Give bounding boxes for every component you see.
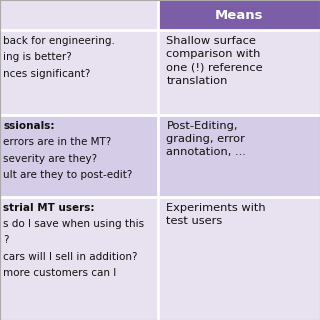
- Bar: [0, 0, 158, 30]
- Text: errors are in the MT?: errors are in the MT?: [3, 137, 111, 147]
- Text: back for engineering.: back for engineering.: [3, 36, 115, 46]
- Text: s do I save when using this: s do I save when using this: [3, 219, 144, 229]
- Bar: [0, 197, 158, 320]
- Text: ing is better?: ing is better?: [3, 52, 72, 62]
- Bar: [158, 115, 320, 197]
- Text: Post-Editing,
grading, error
annotation, ...: Post-Editing, grading, error annotation,…: [166, 121, 246, 157]
- Bar: [0, 115, 158, 197]
- Text: Shallow surface
comparison with
one (!) reference
translation: Shallow surface comparison with one (!) …: [166, 36, 263, 86]
- Bar: [158, 30, 320, 115]
- Text: strial MT users:: strial MT users:: [3, 203, 95, 212]
- Text: Means: Means: [215, 9, 263, 22]
- Text: severity are they?: severity are they?: [3, 154, 97, 164]
- Text: cars will I sell in addition?: cars will I sell in addition?: [3, 252, 138, 261]
- Text: nces significant?: nces significant?: [3, 69, 91, 79]
- Text: ?: ?: [3, 235, 9, 245]
- Text: more customers can I: more customers can I: [3, 268, 116, 278]
- Bar: [0, 30, 158, 115]
- Text: Experiments with
test users: Experiments with test users: [166, 203, 266, 226]
- Bar: [158, 197, 320, 320]
- Text: ssionals:: ssionals:: [3, 121, 55, 131]
- Text: ult are they to post-edit?: ult are they to post-edit?: [3, 170, 132, 180]
- Bar: [158, 0, 320, 30]
